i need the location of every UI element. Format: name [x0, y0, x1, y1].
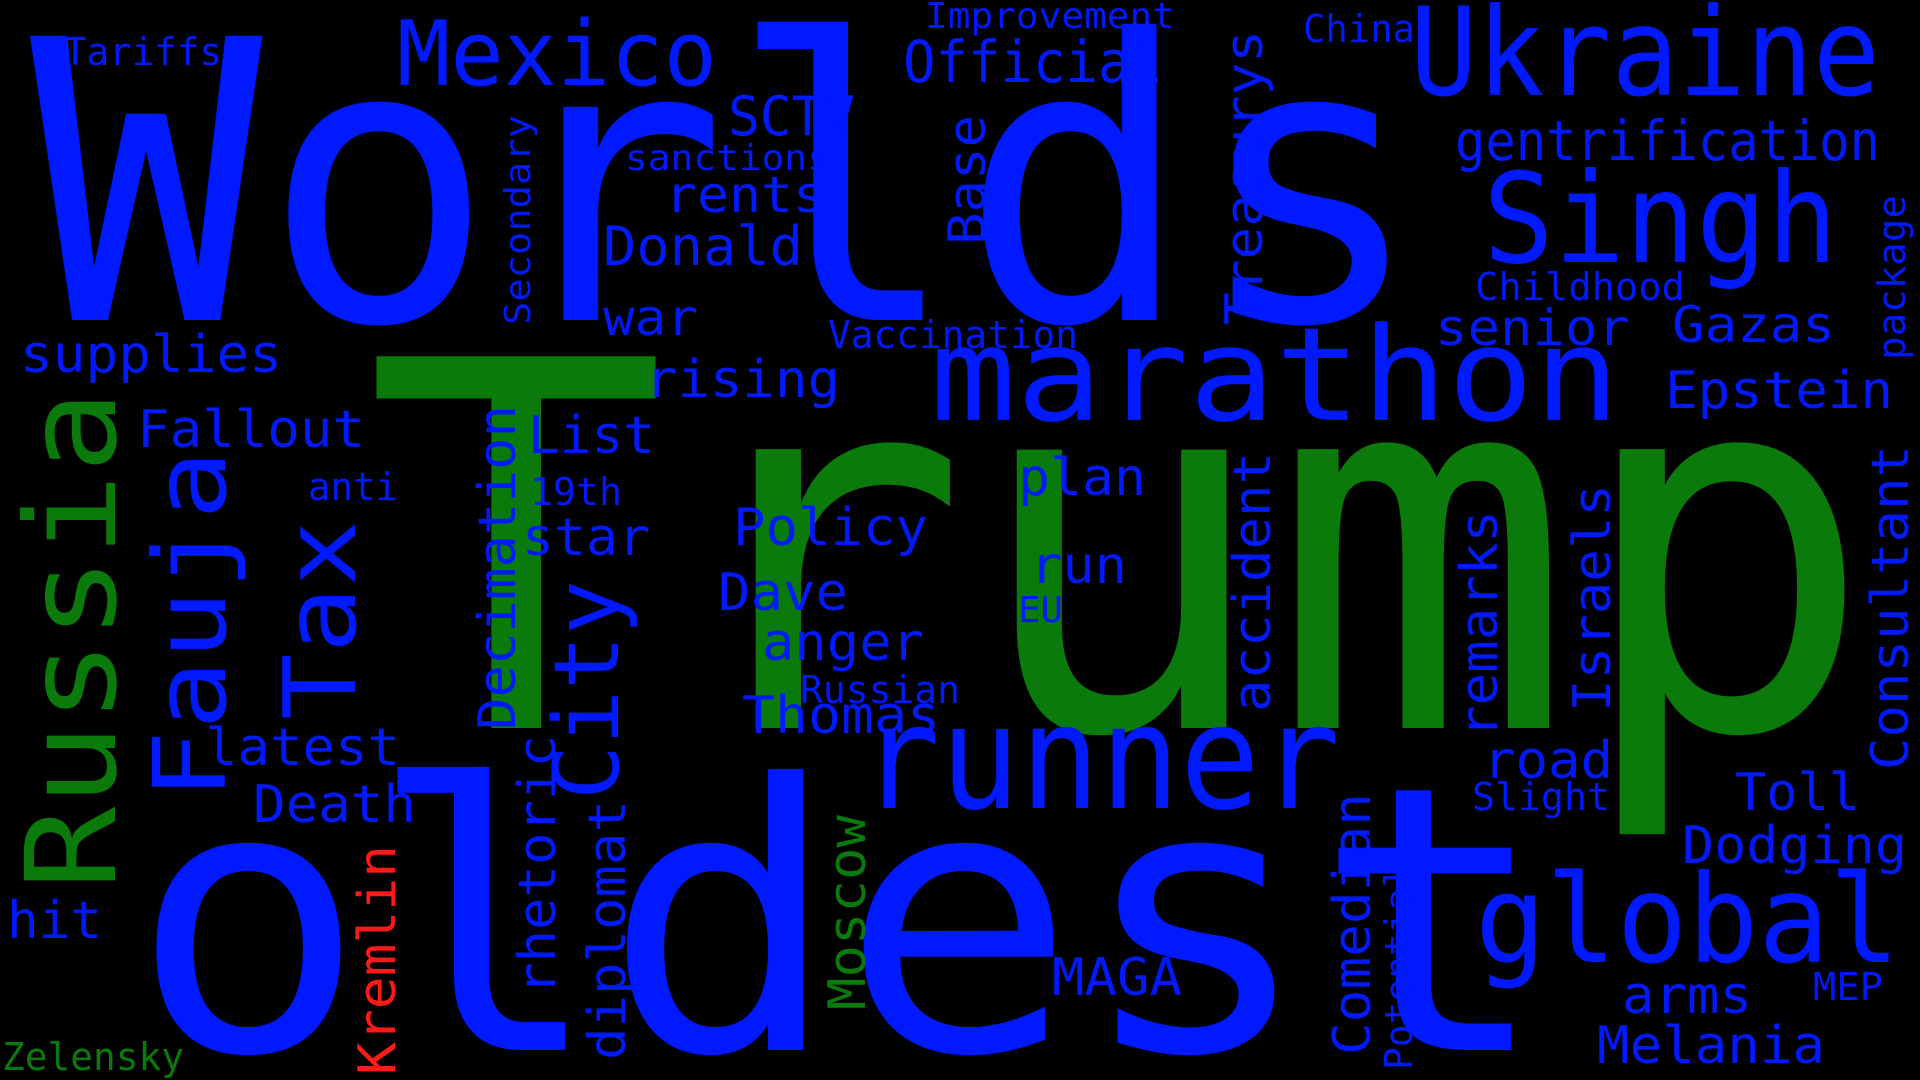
word-vaccination: Vaccination	[828, 313, 1078, 357]
word-diplomat: diplomat	[578, 800, 638, 1060]
word-epstein: Epstein	[1665, 361, 1893, 421]
word-list: List	[528, 406, 655, 466]
word-comedian: Comedian	[1323, 793, 1383, 1055]
word-moscow: Moscow	[818, 814, 878, 1010]
word-senior: senior	[1435, 299, 1630, 357]
word-package: package	[1870, 195, 1914, 360]
word-anti: anti	[308, 465, 398, 509]
word-slight: Slight	[1472, 775, 1610, 819]
word-fauja: Fauja	[132, 450, 249, 800]
word-secondary: Secondary	[498, 115, 539, 325]
word-improvement: Improvement	[925, 0, 1175, 37]
word-mep: MEP	[1813, 965, 1883, 1009]
word-anger: anger	[762, 613, 924, 673]
word-mexico: Mexico	[397, 2, 717, 107]
word-consultant: Consultant	[1861, 445, 1920, 770]
word-accident: accident	[1223, 452, 1283, 712]
word-china: China	[1303, 7, 1415, 51]
word-thomas: Thomas	[742, 686, 940, 746]
word-eu: EU	[1018, 590, 1063, 631]
word-decimation: Decimation	[468, 405, 528, 730]
word-tax: Tax	[262, 520, 379, 720]
word-toll: Toll	[1735, 763, 1860, 823]
word-treasurys: Treasurys	[1215, 30, 1275, 325]
word-ukraine: Ukraine	[1410, 0, 1880, 124]
word-policy: Policy	[733, 498, 928, 558]
word-hit: hit	[7, 891, 102, 951]
word-base: Base	[938, 115, 998, 245]
word-melania: Melania	[1597, 1016, 1825, 1076]
word-maga: MAGA	[1052, 948, 1182, 1008]
word-rising: rising	[645, 350, 840, 410]
word-donald: Donald	[603, 215, 803, 278]
word-israels: Israels	[1563, 484, 1623, 712]
word-gentrification: gentrification	[1455, 109, 1880, 173]
word-tariffs: Tariffs	[64, 30, 222, 74]
word-death: Death	[253, 775, 416, 835]
word-russia: Russia	[0, 390, 145, 890]
word-star: star	[522, 508, 650, 568]
word-dodging: Dodging	[1682, 816, 1907, 876]
word-rhetoric: rhetoric	[508, 735, 568, 995]
word-remarks: remarks	[1450, 510, 1510, 738]
word-plan: plan	[1018, 448, 1146, 508]
word-supplies: supplies	[20, 325, 282, 385]
word-zelensky: Zelensky	[2, 1035, 184, 1079]
word-war: war	[603, 289, 698, 347]
word-potential: Potential	[1377, 865, 1421, 1070]
word-gazas: Gazas	[1672, 296, 1835, 354]
word-official: Official	[903, 28, 1163, 96]
word-run: run	[1030, 536, 1127, 596]
word-kremlin: Kremlin	[348, 845, 408, 1075]
